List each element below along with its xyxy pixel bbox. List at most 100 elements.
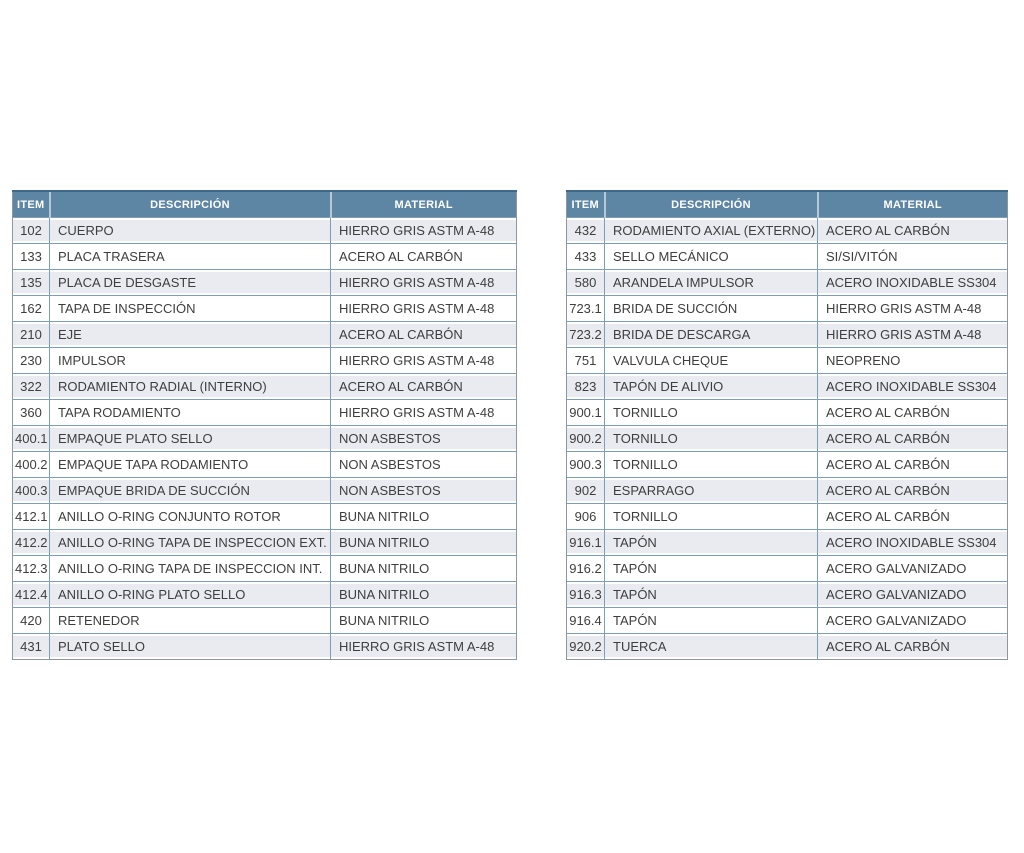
item-cell: 360 (12, 399, 50, 426)
descripcion-cell: CUERPO (49, 217, 331, 244)
table-row: 162 TAPA DE INSPECCIÓN HIERRO GRIS ASTM A-… (12, 295, 517, 322)
descripcion-cell: PLACA DE DESGASTE (49, 269, 331, 296)
item-cell: 723.2 (566, 321, 605, 348)
material-cell: HIERRO GRIS ASTM A-48 (330, 295, 517, 322)
table-row: 580 ARANDELA IMPULSOR ACERO INOXIDABLE SS3… (566, 269, 1008, 296)
column-header-material: MATERIAL (816, 190, 1008, 218)
material-cell: BUNA NITRILO (330, 529, 517, 556)
material-cell: NON ASBESTOS (330, 477, 517, 504)
descripcion-cell: SELLO MECÁNICO (604, 243, 818, 270)
descripcion-cell: EMPAQUE PLATO SELLO (49, 425, 331, 452)
material-cell: ACERO AL CARBÓN (817, 477, 1008, 504)
descripcion-cell: TAPÓN (604, 529, 818, 556)
descripcion-cell: TAPA DE INSPECCIÓN (49, 295, 331, 322)
material-cell: SI/SI/VITÓN (817, 243, 1008, 270)
material-cell: BUNA NITRILO (330, 503, 517, 530)
item-cell: 723.1 (566, 295, 605, 322)
table-body: 102 CUERPO HIERRO GRIS ASTM A-48 133 PLACA T… (12, 217, 517, 660)
item-cell: 916.4 (566, 607, 605, 634)
descripcion-cell: ANILLO O-RING TAPA DE INSPECCION INT. (49, 555, 331, 582)
item-cell: 412.4 (12, 581, 50, 608)
descripcion-cell: RODAMIENTO AXIAL (EXTERNO) (604, 217, 818, 244)
descripcion-cell: EMPAQUE BRIDA DE SUCCIÓN (49, 477, 331, 504)
table-row: 723.2 BRIDA DE DESCARGA HIERRO GRIS ASTM A… (566, 321, 1008, 348)
column-header-descripcion: DESCRIPCIÓN (603, 190, 818, 218)
descripcion-cell: TAPÓN (604, 555, 818, 582)
descripcion-cell: VALVULA CHEQUE (604, 347, 818, 374)
table-row: 322 RODAMIENTO RADIAL (INTERNO) ACERO AL C… (12, 373, 517, 400)
item-cell: 902 (566, 477, 605, 504)
material-cell: NEOPRENO (817, 347, 1008, 374)
item-cell: 135 (12, 269, 50, 296)
table-row: 102 CUERPO HIERRO GRIS ASTM A-48 (12, 217, 517, 244)
item-cell: 400.3 (12, 477, 50, 504)
column-header-item: ITEM (12, 190, 50, 218)
table-row: 823 TAPÓN DE ALIVIO ACERO INOXIDABLE SS304 (566, 373, 1008, 400)
item-cell: 431 (12, 633, 50, 660)
item-cell: 400.1 (12, 425, 50, 452)
table-row: 433 SELLO MECÁNICO SI/SI/VITÓN (566, 243, 1008, 270)
material-cell: ACERO AL CARBÓN (817, 217, 1008, 244)
item-cell: 433 (566, 243, 605, 270)
descripcion-cell: ESPARRAGO (604, 477, 818, 504)
item-cell: 920.2 (566, 633, 605, 660)
parts-table-left: ITEM DESCRIPCIÓN MATERIAL 102 CUERPO HIERR… (12, 190, 517, 660)
table-row: 412.2 ANILLO O-RING TAPA DE INSPECCION EX… (12, 529, 517, 556)
table-row: 916.3 TAPÓN ACERO GALVANIZADO (566, 581, 1008, 608)
table-body: 432 RODAMIENTO AXIAL (EXTERNO) ACERO AL CA… (566, 217, 1008, 660)
descripcion-cell: TORNILLO (604, 399, 818, 426)
table-row: 920.2 TUERCA ACERO AL CARBÓN (566, 633, 1008, 660)
material-cell: ACERO INOXIDABLE SS304 (817, 269, 1008, 296)
table-row: 900.1 TORNILLO ACERO AL CARBÓN (566, 399, 1008, 426)
item-cell: 230 (12, 347, 50, 374)
descripcion-cell: TAPÓN (604, 581, 818, 608)
table-row: 230 IMPULSOR HIERRO GRIS ASTM A-48 (12, 347, 517, 374)
descripcion-cell: TAPÓN (604, 607, 818, 634)
table-row: 135 PLACA DE DESGASTE HIERRO GRIS ASTM A-4… (12, 269, 517, 296)
material-cell: HIERRO GRIS ASTM A-48 (330, 269, 517, 296)
material-cell: ACERO GALVANIZADO (817, 581, 1008, 608)
material-cell: BUNA NITRILO (330, 581, 517, 608)
table-row: 900.2 TORNILLO ACERO AL CARBÓN (566, 425, 1008, 452)
item-cell: 322 (12, 373, 50, 400)
descripcion-cell: TAPA RODAMIENTO (49, 399, 331, 426)
material-cell: ACERO AL CARBÓN (330, 373, 517, 400)
item-cell: 906 (566, 503, 605, 530)
table-row: 723.1 BRIDA DE SUCCIÓN HIERRO GRIS ASTM A-… (566, 295, 1008, 322)
descripcion-cell: IMPULSOR (49, 347, 331, 374)
column-header-item: ITEM (566, 190, 605, 218)
item-cell: 162 (12, 295, 50, 322)
descripcion-cell: TORNILLO (604, 451, 818, 478)
table-row: 400.2 EMPAQUE TAPA RODAMIENTO NON ASBESTOS (12, 451, 517, 478)
table-header: ITEM DESCRIPCIÓN MATERIAL (566, 190, 1008, 218)
table-row: 432 RODAMIENTO AXIAL (EXTERNO) ACERO AL CA… (566, 217, 1008, 244)
item-cell: 400.2 (12, 451, 50, 478)
table-row: 902 ESPARRAGO ACERO AL CARBÓN (566, 477, 1008, 504)
material-cell: ACERO GALVANIZADO (817, 555, 1008, 582)
item-cell: 916.1 (566, 529, 605, 556)
descripcion-cell: EMPAQUE TAPA RODAMIENTO (49, 451, 331, 478)
item-cell: 900.3 (566, 451, 605, 478)
item-cell: 900.2 (566, 425, 605, 452)
material-cell: HIERRO GRIS ASTM A-48 (817, 295, 1008, 322)
descripcion-cell: RODAMIENTO RADIAL (INTERNO) (49, 373, 331, 400)
item-cell: 432 (566, 217, 605, 244)
descripcion-cell: EJE (49, 321, 331, 348)
material-cell: HIERRO GRIS ASTM A-48 (330, 217, 517, 244)
descripcion-cell: ANILLO O-RING TAPA DE INSPECCION EXT. (49, 529, 331, 556)
descripcion-cell: BRIDA DE SUCCIÓN (604, 295, 818, 322)
descripcion-cell: BRIDA DE DESCARGA (604, 321, 818, 348)
item-cell: 823 (566, 373, 605, 400)
table-row: 133 PLACA TRASERA ACERO AL CARBÓN (12, 243, 517, 270)
material-cell: HIERRO GRIS ASTM A-48 (330, 633, 517, 660)
table-row: 400.1 EMPAQUE PLATO SELLO NON ASBESTOS (12, 425, 517, 452)
item-cell: 900.1 (566, 399, 605, 426)
material-cell: ACERO AL CARBÓN (330, 243, 517, 270)
table-row: 210 EJE ACERO AL CARBÓN (12, 321, 517, 348)
descripcion-cell: TUERCA (604, 633, 818, 660)
material-cell: ACERO AL CARBÓN (817, 633, 1008, 660)
table-row: 916.1 TAPÓN ACERO INOXIDABLE SS304 (566, 529, 1008, 556)
material-cell: HIERRO GRIS ASTM A-48 (330, 399, 517, 426)
descripcion-cell: ARANDELA IMPULSOR (604, 269, 818, 296)
item-cell: 412.1 (12, 503, 50, 530)
